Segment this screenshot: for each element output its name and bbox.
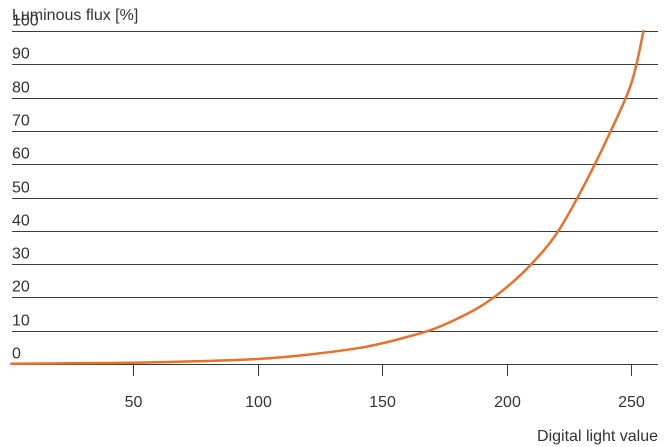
y-tick-label: 30 (12, 246, 30, 263)
y-tick-label: 0 (12, 346, 21, 363)
y-tick-labels: 0 10 20 30 40 50 60 70 80 90 100 (12, 13, 39, 363)
y-tick-label: 60 (12, 146, 30, 163)
y-tick-label: 50 (12, 180, 30, 197)
data-series (9, 29, 645, 365)
y-tick-label: 40 (12, 213, 30, 230)
y-tick-label: 10 (12, 313, 30, 330)
x-tick-labels: 50 100 150 200 250 (125, 364, 645, 411)
y-tick-label: 100 (12, 13, 39, 30)
x-tick-label: 100 (245, 394, 272, 411)
y-tick-label: 20 (12, 279, 30, 296)
x-tick-label: 200 (494, 394, 521, 411)
y-tick-label: 70 (12, 113, 30, 130)
x-tick-label: 150 (369, 394, 396, 411)
x-tick-label: 50 (125, 394, 143, 411)
series-line-0 (9, 29, 645, 365)
x-tick-label: 250 (618, 394, 645, 411)
gridlines (12, 31, 658, 365)
y-axis-label: Luminous flux [%] (12, 7, 138, 24)
y-tick-label: 80 (12, 80, 30, 97)
y-tick-label: 90 (12, 46, 30, 63)
x-axis-label: Digital light value (537, 428, 658, 445)
